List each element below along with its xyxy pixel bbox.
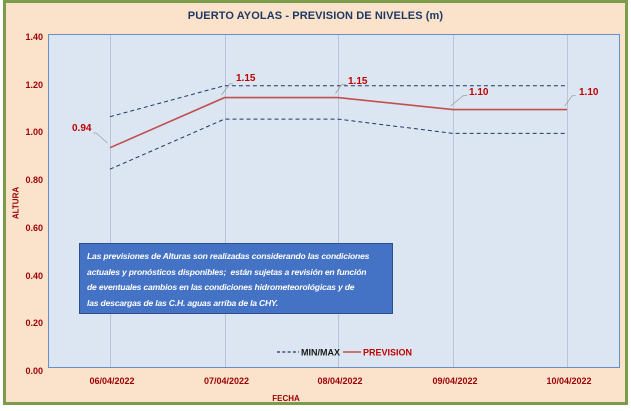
svg-text:MIN/MAX: MIN/MAX	[301, 348, 340, 358]
svg-text:PREVISION: PREVISION	[363, 348, 412, 358]
